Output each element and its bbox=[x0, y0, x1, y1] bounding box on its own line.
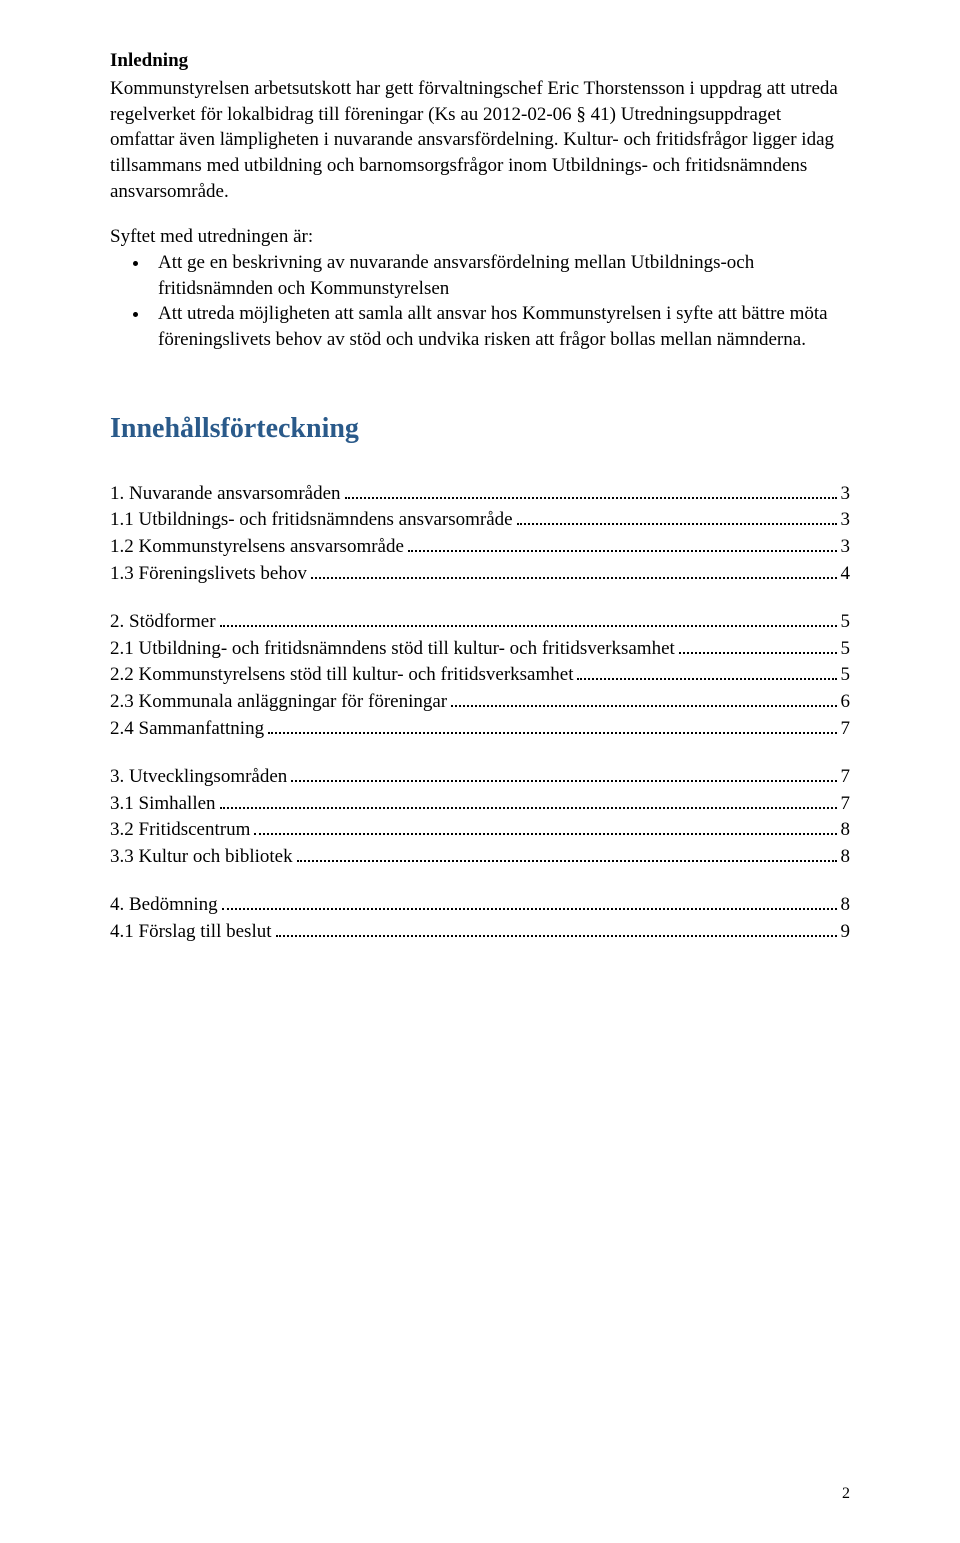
purpose-intro: Syftet med utredningen är: bbox=[110, 226, 850, 248]
toc-label: 2.3 Kommunala anläggningar för föreninga… bbox=[110, 689, 447, 716]
toc-page: 6 bbox=[841, 689, 851, 716]
purpose-item: Att utreda möjligheten att samla allt an… bbox=[150, 301, 850, 352]
toc-line: 1.2 Kommunstyrelsens ansvarsområde 3 bbox=[110, 534, 850, 561]
toc-dots bbox=[451, 705, 836, 707]
toc-page: 5 bbox=[841, 609, 851, 636]
toc-page: 8 bbox=[841, 844, 851, 871]
toc-dots bbox=[254, 833, 836, 835]
toc-dots bbox=[577, 678, 836, 680]
toc-line: 4.1 Förslag till beslut 9 bbox=[110, 919, 850, 946]
toc-page: 7 bbox=[841, 791, 851, 818]
toc-label: 3.2 Fritidscentrum bbox=[110, 817, 250, 844]
toc-line: 3.3 Kultur och bibliotek 8 bbox=[110, 844, 850, 871]
toc-label: 2.2 Kommunstyrelsens stöd till kultur- o… bbox=[110, 662, 573, 689]
toc-group: 2. Stödformer 5 2.1 Utbildning- och fritid… bbox=[110, 609, 850, 742]
toc-page: 7 bbox=[841, 764, 851, 791]
toc-line: 3.2 Fritidscentrum 8 bbox=[110, 817, 850, 844]
toc-group: 4. Bedömning 8 4.1 Förslag till beslut 9 bbox=[110, 892, 850, 945]
toc-label: 3. Utvecklingsområden bbox=[110, 764, 287, 791]
toc-dots bbox=[679, 652, 837, 654]
toc-line: 1.3 Föreningslivets behov 4 bbox=[110, 561, 850, 588]
toc-label: 1.2 Kommunstyrelsens ansvarsområde bbox=[110, 534, 404, 561]
purpose-list: Att ge en beskrivning av nuvarande ansva… bbox=[110, 250, 850, 353]
toc-label: 1. Nuvarande ansvarsområden bbox=[110, 481, 341, 508]
toc-label: 4. Bedömning bbox=[110, 892, 218, 919]
toc-line: 1.1 Utbildnings- och fritidsnämndens ans… bbox=[110, 507, 850, 534]
toc-line: 3. Utvecklingsområden 7 bbox=[110, 764, 850, 791]
toc-label: 2.4 Sammanfattning bbox=[110, 716, 264, 743]
toc-page: 3 bbox=[841, 481, 851, 508]
toc-dots bbox=[517, 523, 837, 525]
toc-page: 3 bbox=[841, 534, 851, 561]
toc-dots bbox=[291, 780, 836, 782]
intro-paragraph: Kommunstyrelsen arbetsutskott har gett f… bbox=[110, 76, 850, 204]
toc-page: 8 bbox=[841, 817, 851, 844]
toc-group: 3. Utvecklingsområden73.1 Simhallen73.2 … bbox=[110, 764, 850, 870]
toc-label: 4.1 Förslag till beslut bbox=[110, 919, 272, 946]
toc-group: 1. Nuvarande ansvarsområden 3 1.1 Utbildni… bbox=[110, 481, 850, 587]
toc-page: 8 bbox=[841, 892, 851, 919]
toc-page: 5 bbox=[841, 662, 851, 689]
toc-dots bbox=[311, 577, 837, 579]
toc-line: 3.1 Simhallen 7 bbox=[110, 791, 850, 818]
toc-page: 4 bbox=[841, 561, 851, 588]
toc-line: 2.3 Kommunala anläggningar för föreninga… bbox=[110, 689, 850, 716]
intro-heading: Inledning bbox=[110, 50, 850, 72]
toc-label: 2.1 Utbildning- och fritidsnämndens stöd… bbox=[110, 636, 675, 663]
toc-label: 3.1 Simhallen bbox=[110, 791, 216, 818]
toc-page: 3 bbox=[841, 507, 851, 534]
toc-dots bbox=[276, 935, 837, 937]
toc-line: 2.2 Kommunstyrelsens stöd till kultur- o… bbox=[110, 662, 850, 689]
toc-line: 2.4 Sammanfattning 7 bbox=[110, 716, 850, 743]
page-number: 2 bbox=[842, 1485, 850, 1503]
toc-dots bbox=[220, 625, 837, 627]
toc-dots bbox=[345, 497, 837, 499]
toc-container: 1. Nuvarande ansvarsområden 3 1.1 Utbildni… bbox=[110, 481, 850, 946]
toc-line: 1. Nuvarande ansvarsområden 3 bbox=[110, 481, 850, 508]
toc-dots bbox=[220, 807, 837, 809]
document-page: Inledning Kommunstyrelsen arbetsutskott … bbox=[0, 0, 960, 1543]
toc-dots bbox=[408, 550, 837, 552]
toc-line: 2.1 Utbildning- och fritidsnämndens stöd… bbox=[110, 636, 850, 663]
toc-line: 2. Stödformer 5 bbox=[110, 609, 850, 636]
toc-page: 7 bbox=[841, 716, 851, 743]
toc-page: 9 bbox=[841, 919, 851, 946]
toc-dots bbox=[222, 908, 837, 910]
toc-dots bbox=[297, 860, 837, 862]
toc-label: 2. Stödformer bbox=[110, 609, 216, 636]
toc-line: 4. Bedömning 8 bbox=[110, 892, 850, 919]
toc-page: 5 bbox=[841, 636, 851, 663]
toc-label: 1.3 Föreningslivets behov bbox=[110, 561, 307, 588]
purpose-item: Att ge en beskrivning av nuvarande ansva… bbox=[150, 250, 850, 301]
toc-label: 1.1 Utbildnings- och fritidsnämndens ans… bbox=[110, 507, 513, 534]
toc-label: 3.3 Kultur och bibliotek bbox=[110, 844, 293, 871]
toc-dots bbox=[268, 732, 836, 734]
toc-heading: Innehållsförteckning bbox=[110, 413, 850, 445]
